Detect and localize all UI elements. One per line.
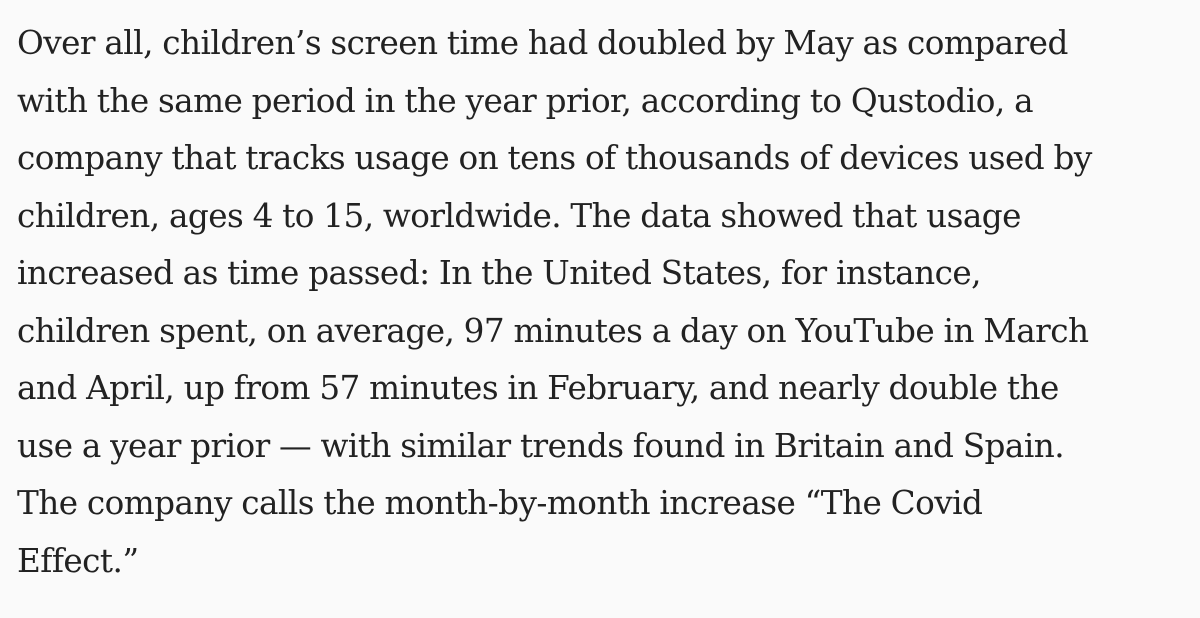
paragraph-line-7: and April, up from 57 minutes in Februar… <box>17 368 1059 407</box>
paragraph-line-3: company that tracks usage on tens of tho… <box>17 138 1092 177</box>
paragraph-line-9: The company calls the month-by-month inc… <box>17 483 983 522</box>
paragraph-line-2: with the same period in the year prior, … <box>17 80 1034 120</box>
paragraph-line-6: children spent, on average, 97 minutes a… <box>17 310 1089 350</box>
article-paragraph: Over all, children’s screen time had dou… <box>17 14 1200 589</box>
paragraph-line-5: increased as time passed: In the United … <box>17 253 981 292</box>
paragraph-line-8: use a year prior — with similar trends f… <box>17 425 1065 465</box>
paragraph-line-4: children, ages 4 to 15, worldwide. The d… <box>17 195 1021 235</box>
paragraph-line-1: Over all, children’s screen time had dou… <box>17 23 1068 62</box>
paragraph-line-10: Effect.” <box>17 540 139 580</box>
